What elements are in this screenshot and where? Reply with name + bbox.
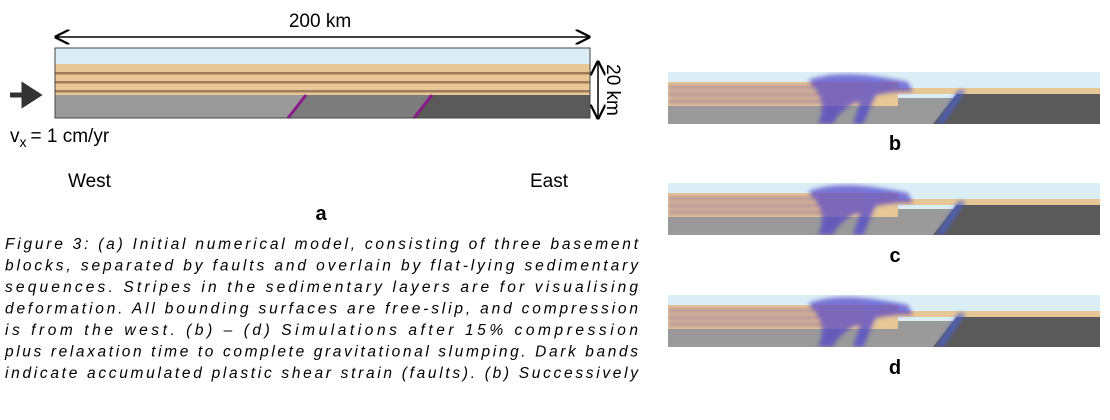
caption-line: deformation. All bounding surfaces are f… bbox=[5, 301, 638, 318]
figure: 200 km 20 km vx= 1 cm/yr West East a b c… bbox=[0, 0, 1110, 420]
caption-line: sequences. Stripes in the sedimentary la… bbox=[5, 279, 638, 296]
east-label: East bbox=[530, 171, 569, 192]
simulation-c bbox=[668, 183, 1100, 235]
caption-line: blocks, separated by faults and overlain… bbox=[5, 258, 639, 275]
simulation-b bbox=[668, 72, 1100, 124]
simulation-d bbox=[668, 295, 1100, 347]
push-arrow bbox=[10, 86, 38, 104]
west-label: West bbox=[68, 171, 112, 192]
velocity-label: vx= 1 cm/yr bbox=[10, 126, 110, 150]
caption-line: indicate accumulated plastic shear strai… bbox=[5, 365, 639, 382]
caption: Figure 3: (a) Initial numerical model, c… bbox=[4, 236, 639, 382]
panel-label: c bbox=[889, 245, 900, 267]
panel-label: b bbox=[889, 133, 901, 155]
panel-label: a bbox=[315, 203, 327, 225]
panel-label: d bbox=[889, 357, 901, 379]
caption-line: plus relaxation time to complete gravita… bbox=[4, 344, 638, 361]
model-a bbox=[55, 48, 590, 118]
caption-line: is from the west. (b) – (d) Simulations … bbox=[5, 322, 638, 339]
width-label: 200 km bbox=[289, 11, 351, 32]
caption-line: Figure 3: (a) Initial numerical model, c… bbox=[5, 236, 639, 253]
depth-label: 20 km bbox=[602, 64, 623, 116]
